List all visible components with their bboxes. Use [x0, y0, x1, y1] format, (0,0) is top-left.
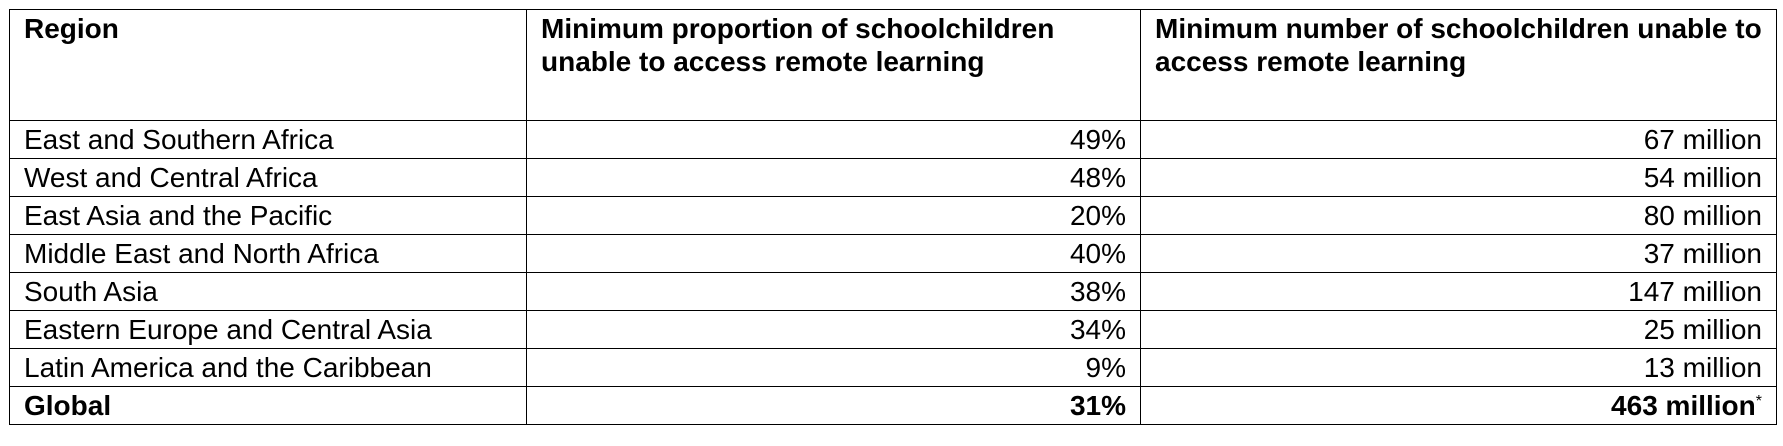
cell-text: 25 million	[1643, 314, 1762, 345]
value-cell: 9%	[526, 348, 1141, 387]
value-cell: 31%	[526, 386, 1141, 425]
header-cell: Minimum number of schoolchildren unable …	[1140, 9, 1777, 121]
region-cell: South Asia	[9, 272, 527, 311]
total-row: Global 31% 463 million*	[9, 386, 1777, 425]
cell-text: 48%	[1069, 162, 1126, 193]
cell-text: 37 million	[1643, 238, 1762, 269]
header-cell: Minimum proportion of schoolchildren una…	[526, 9, 1141, 121]
value-cell: 38%	[526, 272, 1141, 311]
value-cell: 40%	[526, 234, 1141, 273]
value-cell: 37 million	[1140, 234, 1777, 273]
cell-text: Eastern Europe and Central Asia	[24, 314, 432, 345]
value-cell: 80 million	[1140, 196, 1777, 235]
region-cell: Latin America and the Caribbean	[9, 348, 527, 387]
footnote-mark: *	[1755, 393, 1762, 410]
table-row: South Asia 38% 147 million	[9, 272, 1777, 311]
header-row: Region Minimum proportion of schoolchild…	[9, 9, 1777, 121]
cell-text: West and Central Africa	[24, 162, 318, 193]
cell-text: 49%	[1069, 124, 1126, 155]
cell-text: 34%	[1069, 314, 1126, 345]
value-cell: 34%	[526, 310, 1141, 349]
data-table: Region Minimum proportion of schoolchild…	[9, 9, 1777, 425]
cell-text: 67 million	[1643, 124, 1762, 155]
cell-text: East Asia and the Pacific	[24, 200, 333, 231]
value-cell: 147 million	[1140, 272, 1777, 311]
table-row: Latin America and the Caribbean 9% 13 mill…	[9, 348, 1777, 387]
region-cell: East Asia and the Pacific	[9, 196, 527, 235]
value-cell: 463 million*	[1140, 386, 1777, 425]
cell-text: South Asia	[24, 276, 158, 307]
cell-text: 40%	[1069, 238, 1126, 269]
region-cell: Global	[9, 386, 527, 425]
value-cell: 49%	[526, 120, 1141, 159]
cell-text: Middle East and North Africa	[24, 238, 379, 269]
value-cell: 20%	[526, 196, 1141, 235]
cell-text: 9%	[1085, 352, 1126, 383]
table-row: Middle East and North Africa 40% 37 millio…	[9, 234, 1777, 273]
value-cell: 48%	[526, 158, 1141, 197]
cell-text: Latin America and the Caribbean	[24, 352, 432, 383]
cell-text: 80 million	[1643, 200, 1762, 231]
table-row: Eastern Europe and Central Asia 34% 25 mil…	[9, 310, 1777, 349]
table-row: West and Central Africa 48% 54 million	[9, 158, 1777, 197]
table-row: East and Southern Africa 49% 67 million	[9, 120, 1777, 159]
region-cell: West and Central Africa	[9, 158, 527, 197]
region-cell: Eastern Europe and Central Asia	[9, 310, 527, 349]
cell-text: 38%	[1069, 276, 1126, 307]
cell-text: 20%	[1069, 200, 1126, 231]
cell-text: Global	[24, 390, 112, 421]
value-cell: 54 million	[1140, 158, 1777, 197]
value-cell: 25 million	[1140, 310, 1777, 349]
table-body: East and Southern Africa 49% 67 million Wes…	[9, 120, 1777, 425]
cell-text: 463 million	[1611, 390, 1756, 421]
cell-text: 54 million	[1643, 162, 1762, 193]
value-cell: 13 million	[1140, 348, 1777, 387]
table-row: East Asia and the Pacific 20% 80 million	[9, 196, 1777, 235]
value-cell: 67 million	[1140, 120, 1777, 159]
cell-text: 147 million	[1628, 276, 1762, 307]
header-cell: Region	[9, 9, 527, 121]
region-cell: Middle East and North Africa	[9, 234, 527, 273]
cell-text: 31%	[1069, 390, 1126, 421]
cell-text: East and Southern Africa	[24, 124, 334, 155]
region-cell: East and Southern Africa	[9, 120, 527, 159]
cell-text: 13 million	[1643, 352, 1762, 383]
